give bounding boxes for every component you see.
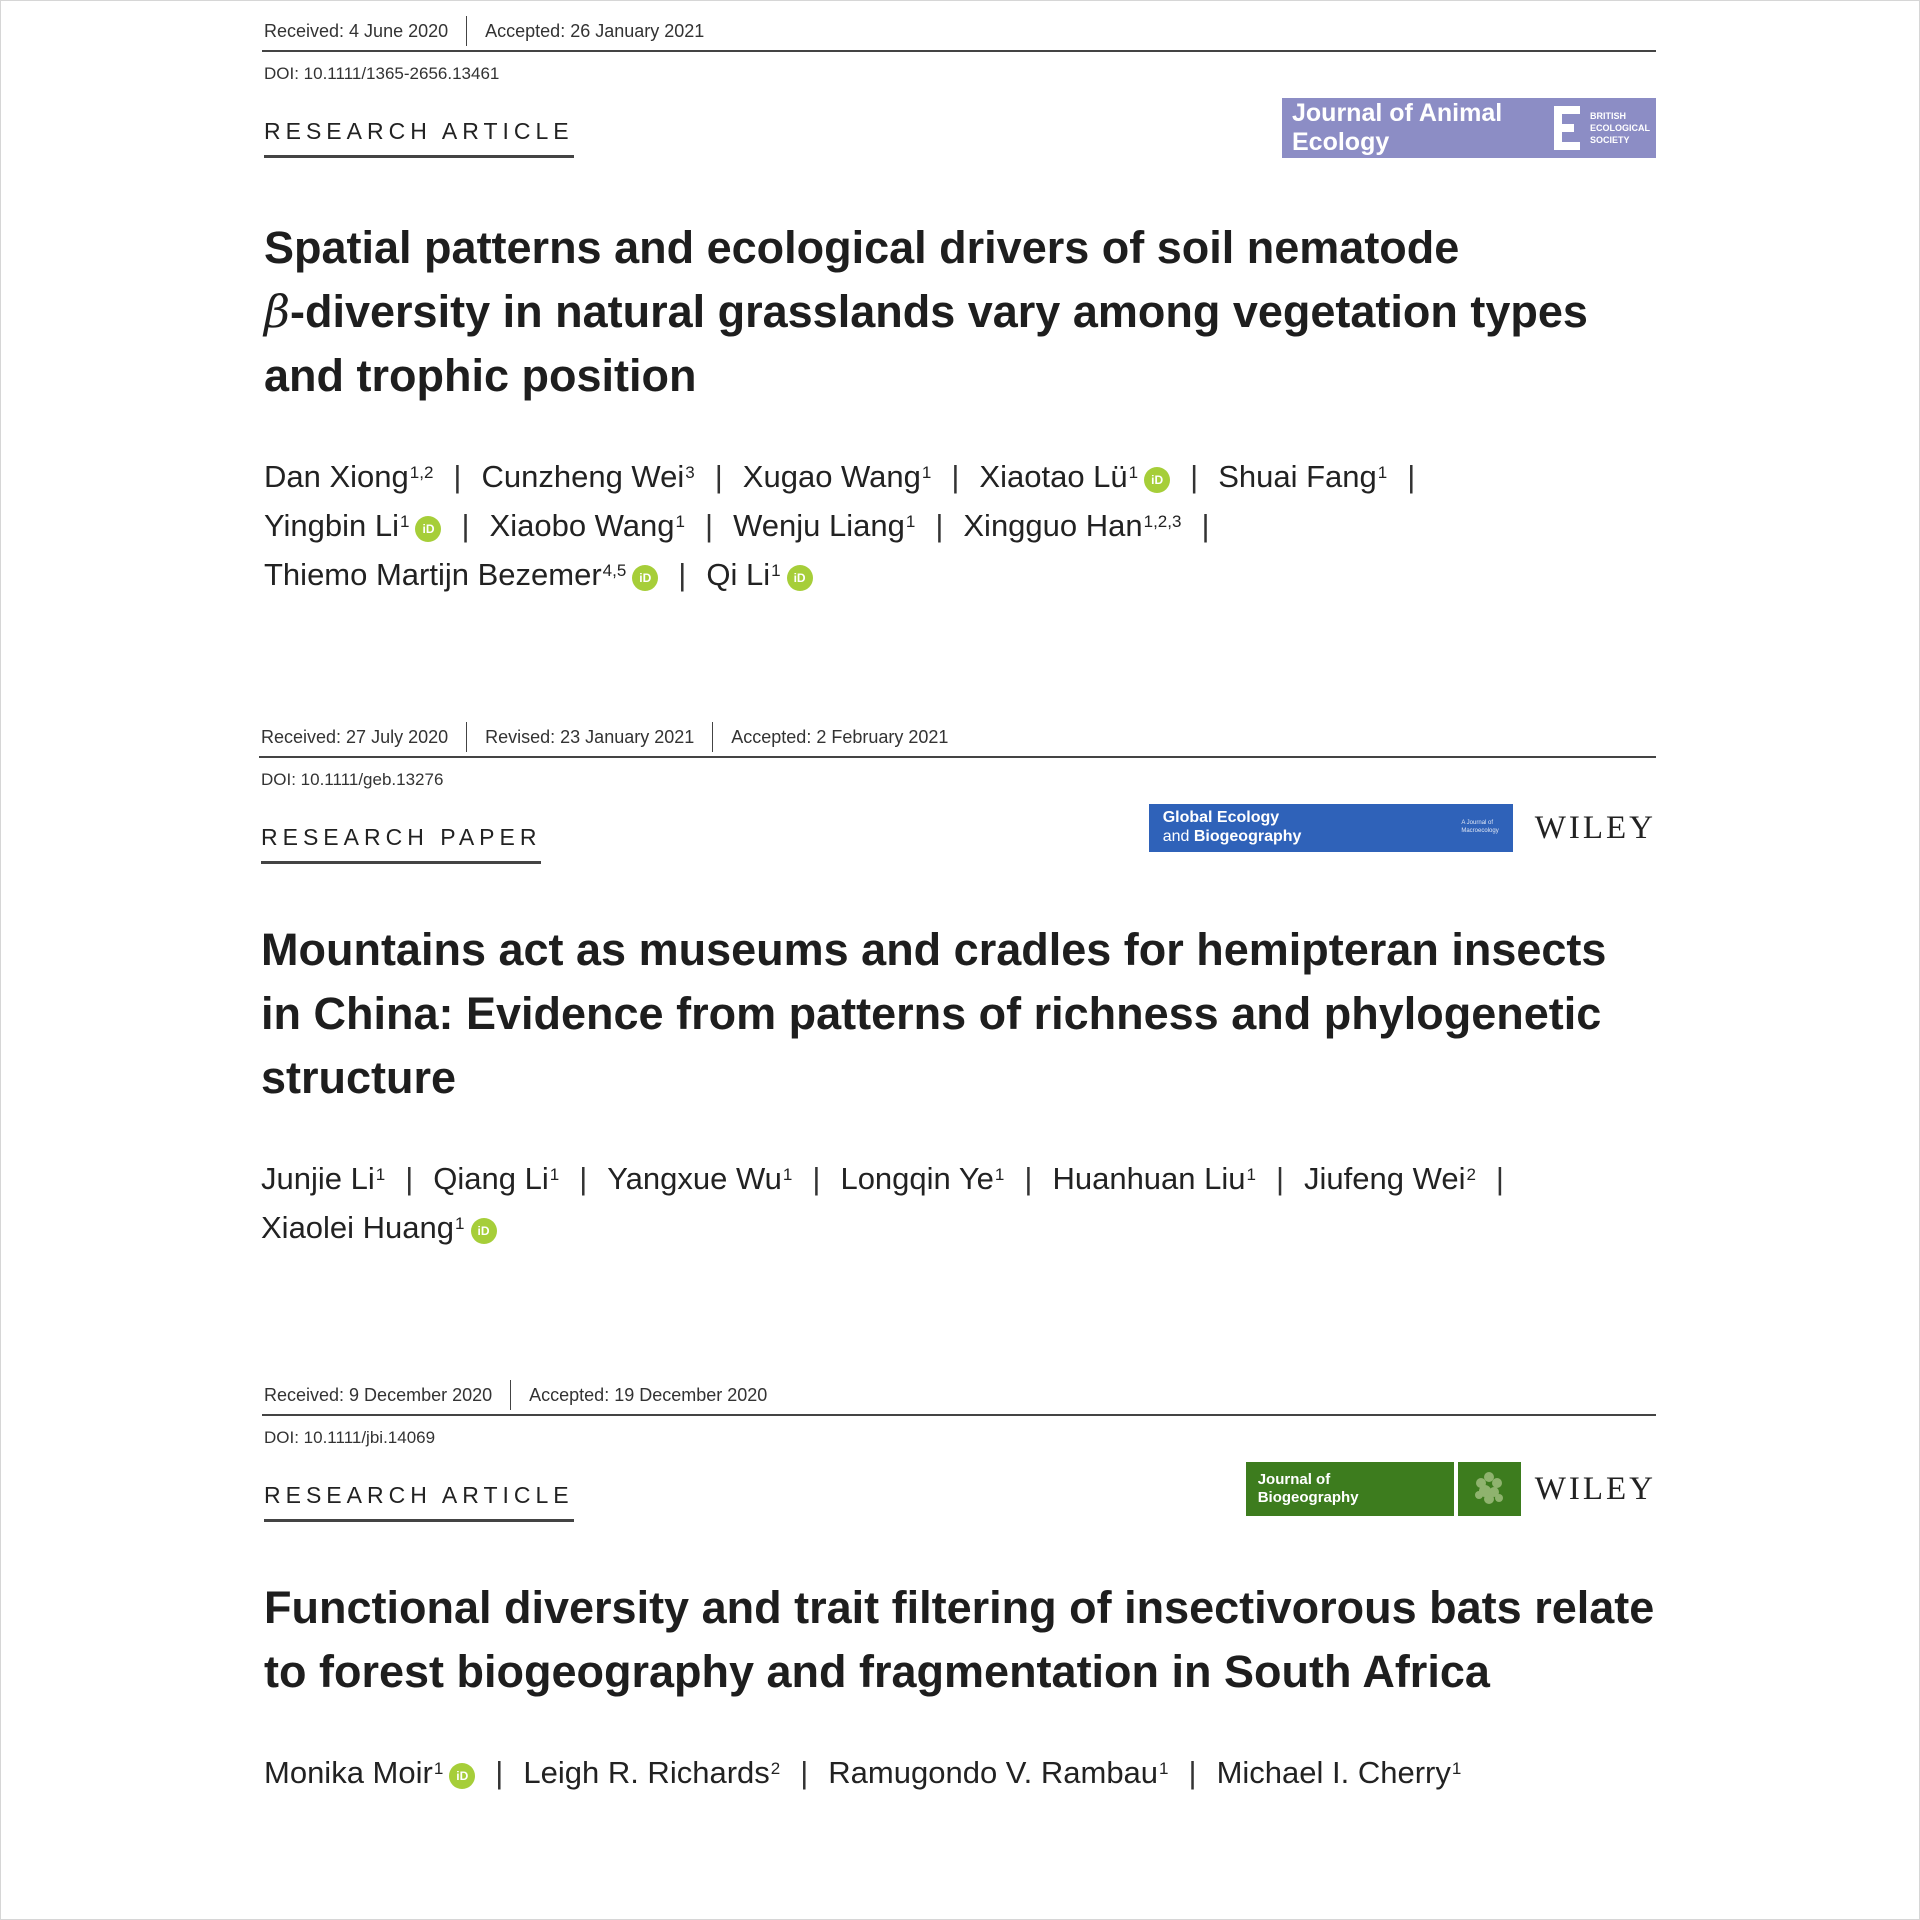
orcid-icon[interactable]: iD xyxy=(1144,467,1171,493)
dates-row: Received: 27 July 2020 Revised: 23 Janua… xyxy=(259,722,1656,752)
author[interactable]: Yingbin Li1 iD xyxy=(264,508,442,543)
doi[interactable]: DOI: 10.1111/jbi.14069 xyxy=(264,1428,436,1447)
journal-tagline-line1: A Journal of xyxy=(1461,820,1494,826)
dates-row: Received: 4 June 2020 Accepted: 26 Janua… xyxy=(262,16,1656,46)
author[interactable]: Wenju Liang1 xyxy=(733,508,916,543)
author-list: Monika Moir1 iD | Leigh R. Richards2 | Ramugo… xyxy=(264,1755,1462,1790)
article-type: RESEARCH ARTICLE xyxy=(264,118,574,158)
header-rule xyxy=(259,756,1656,758)
article-title: Spatial patterns and ecological drivers … xyxy=(264,222,1588,401)
orcid-icon[interactable]: iD xyxy=(632,565,659,591)
article-type: RESEARCH PAPER xyxy=(261,824,542,864)
article-title: Mountains act as museums and cradles for… xyxy=(261,924,1607,1103)
author[interactable]: Monika Moir1 iD xyxy=(264,1755,476,1790)
author[interactable]: Xiaotao Lü1 iD xyxy=(979,459,1171,494)
doi[interactable]: DOI: 10.1111/geb.13276 xyxy=(261,770,444,789)
author[interactable]: Junjie Li1 xyxy=(261,1161,386,1196)
journal-of-biogeography-logo[interactable]: Journal of Biogeography xyxy=(1245,1462,1521,1516)
header-rule xyxy=(262,1414,1656,1416)
global-ecology-biogeography-logo[interactable]: Global Ecology and Biogeography A Journal… xyxy=(1148,804,1513,852)
author[interactable]: Qi Li1 iD xyxy=(706,557,813,592)
author[interactable]: Qiang Li1 xyxy=(433,1161,560,1196)
author[interactable]: Shuai Fang1 xyxy=(1218,459,1388,494)
author[interactable]: Huanhuan Liu1 xyxy=(1052,1161,1256,1196)
doi[interactable]: DOI: 10.1111/1365-2656.13461 xyxy=(264,64,500,83)
article-type: RESEARCH ARTICLE xyxy=(264,1482,574,1522)
society-name: BRITISH ECOLOGICAL SOCIETY xyxy=(1590,111,1650,145)
article-header-2: Received: 27 July 2020 Revised: 23 Janua… xyxy=(259,722,1656,1252)
leaf-map-icon xyxy=(1475,1472,1504,1504)
author-list: Dan Xiong1,2 | Cunzheng Wei3 | Xugao Wang1 | X… xyxy=(264,459,1416,592)
journal-logo-area: Journal of Animal Ecology BRITISH ECOLOG… xyxy=(1282,98,1656,158)
journal-name: Journal of Animal Ecology xyxy=(1292,99,1503,156)
author[interactable]: Yangxue Wu1 xyxy=(607,1161,793,1196)
article-header-1: Received: 4 June 2020 Accepted: 26 Janua… xyxy=(262,16,1656,599)
author[interactable]: Xiaolei Huang1 iD xyxy=(261,1210,497,1245)
publisher-logo[interactable]: WILEY xyxy=(1534,809,1656,846)
journal-logo-area: Journal of Biogeography WILEY xyxy=(1245,1462,1656,1516)
journal-name-line2: Biogeography xyxy=(1257,1489,1359,1506)
received-date: Received: 9 December 2020 xyxy=(262,1380,512,1410)
bes-e-logo-icon xyxy=(1554,106,1584,150)
author[interactable]: Ramugondo V. Rambau1 xyxy=(828,1755,1169,1790)
author-list: Junjie Li1 | Qiang Li1 | Yangxue Wu1 | Longqin… xyxy=(261,1161,1504,1245)
accepted-date: Accepted: 2 February 2021 xyxy=(731,727,949,747)
journal-name-line1: Journal of xyxy=(1257,1471,1331,1488)
author[interactable]: Xingguo Han1,2,3 xyxy=(963,508,1182,543)
author[interactable]: Dan Xiong1,2 xyxy=(264,459,434,494)
accepted-date: Accepted: 19 December 2020 xyxy=(529,1385,768,1405)
received-date: Received: 27 July 2020 xyxy=(259,722,468,752)
journal-of-animal-ecology-logo[interactable]: Journal of Animal Ecology BRITISH ECOLOG… xyxy=(1282,98,1656,158)
author[interactable]: Xugao Wang1 xyxy=(742,459,932,494)
received-date: Received: 4 June 2020 xyxy=(262,16,468,46)
journal-name-line2: Biogeography xyxy=(1193,828,1302,845)
article-title: Functional diversity and trait filtering… xyxy=(264,1582,1655,1697)
author[interactable]: Michael I. Cherry1 xyxy=(1216,1755,1462,1790)
author[interactable]: Leigh R. Richards2 xyxy=(523,1755,781,1790)
orcid-icon[interactable]: iD xyxy=(470,1218,497,1244)
author[interactable]: Jiufeng Wei2 xyxy=(1304,1161,1476,1196)
orcid-icon[interactable]: iD xyxy=(415,516,442,542)
orcid-icon[interactable]: iD xyxy=(786,565,813,591)
journal-name-and: and xyxy=(1162,828,1190,845)
journal-logo-area: Global Ecology and Biogeography A Journal… xyxy=(1148,804,1656,852)
article-header-3: Received: 9 December 2020 Accepted: 19 D… xyxy=(262,1380,1656,1797)
header-rule xyxy=(262,50,1656,52)
author[interactable]: Thiemo Martijn Bezemer4,5 iD xyxy=(264,557,659,592)
author[interactable]: Longqin Ye1 xyxy=(840,1161,1005,1196)
journal-name-line1: Global Ecology xyxy=(1162,809,1280,826)
publisher-logo[interactable]: WILEY xyxy=(1534,1470,1656,1507)
revised-date: Revised: 23 January 2021 xyxy=(467,722,714,752)
author[interactable]: Cunzheng Wei3 xyxy=(481,459,695,494)
dates-row: Received: 9 December 2020 Accepted: 19 D… xyxy=(262,1380,1656,1410)
orcid-icon[interactable]: iD xyxy=(449,1763,476,1789)
journal-tagline-line2: Macroecology xyxy=(1461,828,1499,834)
accepted-date: Accepted: 26 January 2021 xyxy=(485,21,705,41)
author[interactable]: Xiaobo Wang1 xyxy=(489,508,685,543)
